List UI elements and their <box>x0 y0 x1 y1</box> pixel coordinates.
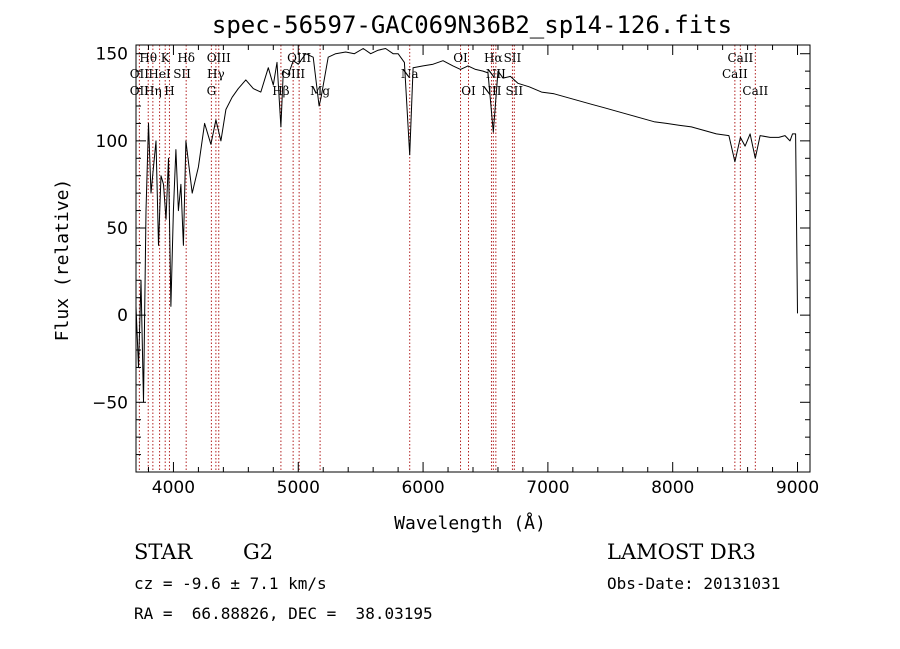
plot-axes: 4000 5000 6000 7000 8000 9000 −50 0 50 100 150 <box>92 44 819 498</box>
spectral-subclass: G2 <box>243 540 274 564</box>
spectral-line-label: Hα <box>484 51 503 65</box>
spectral-line-label: OII <box>130 84 150 98</box>
spectral-line-label: NII <box>481 84 501 98</box>
spectral-line-label: Hβ <box>272 84 289 98</box>
spectral-line-label: H <box>164 84 174 98</box>
spectral-line-label: Mg <box>310 84 330 98</box>
coordinates-text: RA = 66.88826, DEC = 38.03195 <box>134 604 433 623</box>
object-class: STAR <box>134 540 193 564</box>
spectral-line-label: OIII <box>207 51 231 65</box>
spectral-line-label: OIII <box>281 67 305 81</box>
y-tick-label: −50 <box>92 393 128 413</box>
spectral-line-label: CaII <box>722 67 748 81</box>
survey-name: LAMOST DR3 <box>607 540 756 564</box>
x-tick-label: 8000 <box>651 478 694 498</box>
spectral-line-label: NII <box>486 67 506 81</box>
x-tick-label: 5000 <box>277 478 320 498</box>
x-tick-label: 4000 <box>152 478 195 498</box>
y-tick-label: 100 <box>96 132 128 152</box>
spectrum-series <box>135 48 798 403</box>
spectral-line-label: SII <box>505 84 523 98</box>
y-tick-label: 50 <box>106 219 128 239</box>
spectral-line-label: K <box>161 51 171 65</box>
redshift-text: cz = -9.6 ± 7.1 km/s <box>134 574 327 593</box>
y-axis-label: Flux (relative) <box>52 179 73 342</box>
spectral-line-label: CaII <box>727 51 753 65</box>
spectral-line-label: Hθ <box>139 51 157 65</box>
y-tick-label: 0 <box>117 306 128 326</box>
spectral-line-label: OI <box>453 51 468 65</box>
y-tick-label: 150 <box>96 45 128 65</box>
spectral-line-label: CaII <box>742 84 768 98</box>
spectrum-line <box>135 48 798 403</box>
spectral-line-label: OIII <box>287 51 311 65</box>
plot-frame <box>135 44 811 473</box>
spectral-line-label: OI <box>461 84 476 98</box>
spectral-line-label: HeI <box>148 67 171 81</box>
observation-date: Obs-Date: 20131031 <box>607 574 781 593</box>
x-tick-label: 7000 <box>526 478 569 498</box>
spectral-line-label: Hδ <box>177 51 195 65</box>
spectral-line-label: G <box>207 84 217 98</box>
x-tick-label: 6000 <box>401 478 444 498</box>
chart-title: spec-56597-GAC069N36B2_sp14-126.fits <box>212 11 732 39</box>
spectral-line-label: SII <box>504 51 522 65</box>
spectral-line-label: Hγ <box>207 67 225 81</box>
x-axis-label: Wavelength (Å) <box>394 512 546 534</box>
spectral-line-label: OII <box>130 67 150 81</box>
line-markers <box>138 45 756 472</box>
spectral-line-label: SII <box>173 67 191 81</box>
x-tick-label: 9000 <box>776 478 819 498</box>
spectrum-chart: spec-56597-GAC069N36B2_sp14-126.fits 400… <box>52 11 819 534</box>
spectral-line-label: Hη <box>144 84 162 98</box>
spectral-line-label: Na <box>401 67 419 81</box>
